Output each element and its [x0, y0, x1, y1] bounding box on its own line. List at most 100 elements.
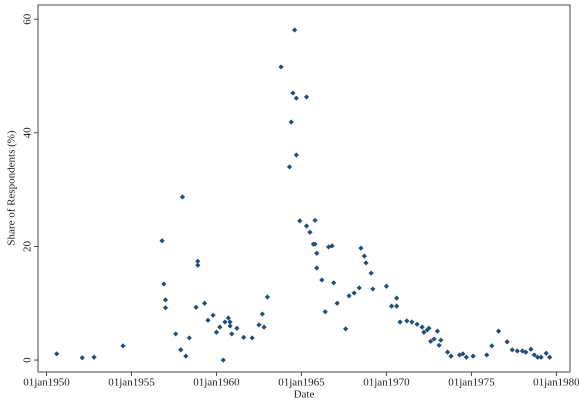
data-point [356, 285, 362, 291]
data-point [426, 325, 432, 331]
data-point [414, 321, 420, 327]
data-point [470, 353, 476, 359]
data-point [293, 95, 299, 101]
data-point [431, 336, 437, 342]
data-point [358, 245, 364, 251]
data-point [394, 303, 400, 309]
data-point [179, 194, 186, 200]
y-tick-label: 0 [22, 357, 34, 363]
data-point [293, 152, 299, 158]
data-point [383, 283, 390, 289]
data-point [227, 323, 233, 329]
data-point [363, 260, 369, 266]
data-point [220, 357, 226, 363]
data-point [307, 229, 313, 235]
data-point [346, 293, 352, 299]
data-point [514, 348, 520, 354]
data-point [489, 343, 495, 349]
data-point [343, 326, 349, 332]
data-point [288, 119, 294, 125]
data-point [519, 348, 526, 354]
data-point [326, 244, 332, 250]
data-point [523, 349, 529, 355]
data-point [312, 241, 318, 247]
data-point [278, 64, 284, 70]
data-point [178, 347, 184, 353]
data-point [159, 238, 165, 244]
data-point [227, 319, 233, 325]
data-point [370, 286, 376, 292]
data-point [547, 354, 553, 360]
data-point [162, 305, 169, 311]
data-point [322, 309, 328, 315]
y-axis-title: Share of Respondents (%) [6, 130, 18, 246]
data-point [314, 265, 320, 271]
data-point [543, 350, 549, 356]
data-point [234, 325, 240, 331]
data-point [351, 290, 357, 296]
data-point [312, 217, 318, 223]
data-point [361, 253, 367, 259]
data-point [531, 352, 537, 358]
data-point [409, 319, 415, 325]
x-tick-label: 01jan1980 [533, 377, 579, 389]
data-point [504, 339, 510, 345]
data-point [334, 300, 340, 306]
data-point [229, 331, 235, 337]
data-point [438, 337, 444, 343]
data-point [428, 338, 434, 344]
x-axis-title: Date [294, 389, 315, 400]
data-point [292, 27, 298, 33]
data-point [509, 347, 515, 353]
data-point [259, 311, 265, 317]
data-point [173, 331, 179, 337]
data-point [394, 295, 400, 301]
data-point [404, 318, 410, 324]
data-point [201, 300, 208, 306]
data-point [213, 329, 220, 335]
x-tick-label: 01jan1955 [108, 377, 155, 389]
y-tick-label: 40 [22, 127, 34, 139]
y-tick-label: 60 [22, 13, 34, 25]
data-point [460, 351, 466, 357]
data-point [54, 351, 60, 357]
data-point [434, 328, 441, 334]
data-point [286, 164, 293, 170]
data-point [205, 317, 211, 323]
data-point [436, 342, 442, 348]
data-point [388, 303, 395, 309]
x-tick-label: 01jan1970 [363, 377, 410, 389]
data-point [225, 315, 231, 321]
data-point [319, 277, 325, 283]
data-point [161, 281, 167, 287]
x-tick-label: 01jan1965 [278, 377, 325, 389]
data-point [496, 328, 502, 334]
data-point [241, 334, 247, 340]
data-point [79, 355, 85, 361]
data-point [303, 223, 310, 229]
data-point [331, 280, 337, 286]
data-point [535, 354, 541, 360]
data-point [419, 324, 425, 330]
data-point [195, 262, 201, 268]
data-point [484, 352, 490, 358]
data-point [193, 304, 199, 310]
data-point [424, 327, 430, 333]
data-point [538, 354, 544, 360]
data-point [314, 250, 320, 256]
x-tick-label: 01jan1960 [193, 377, 240, 389]
data-point [256, 322, 262, 328]
data-point [120, 343, 126, 349]
data-point [91, 354, 97, 360]
data-point [329, 243, 335, 249]
data-point [297, 218, 303, 224]
data-point [222, 319, 228, 325]
data-point [261, 324, 267, 330]
data-point [264, 294, 271, 300]
data-point [528, 346, 534, 352]
data-point [217, 324, 223, 330]
data-point [368, 270, 374, 276]
data-point [210, 312, 216, 318]
data-point [448, 353, 454, 359]
